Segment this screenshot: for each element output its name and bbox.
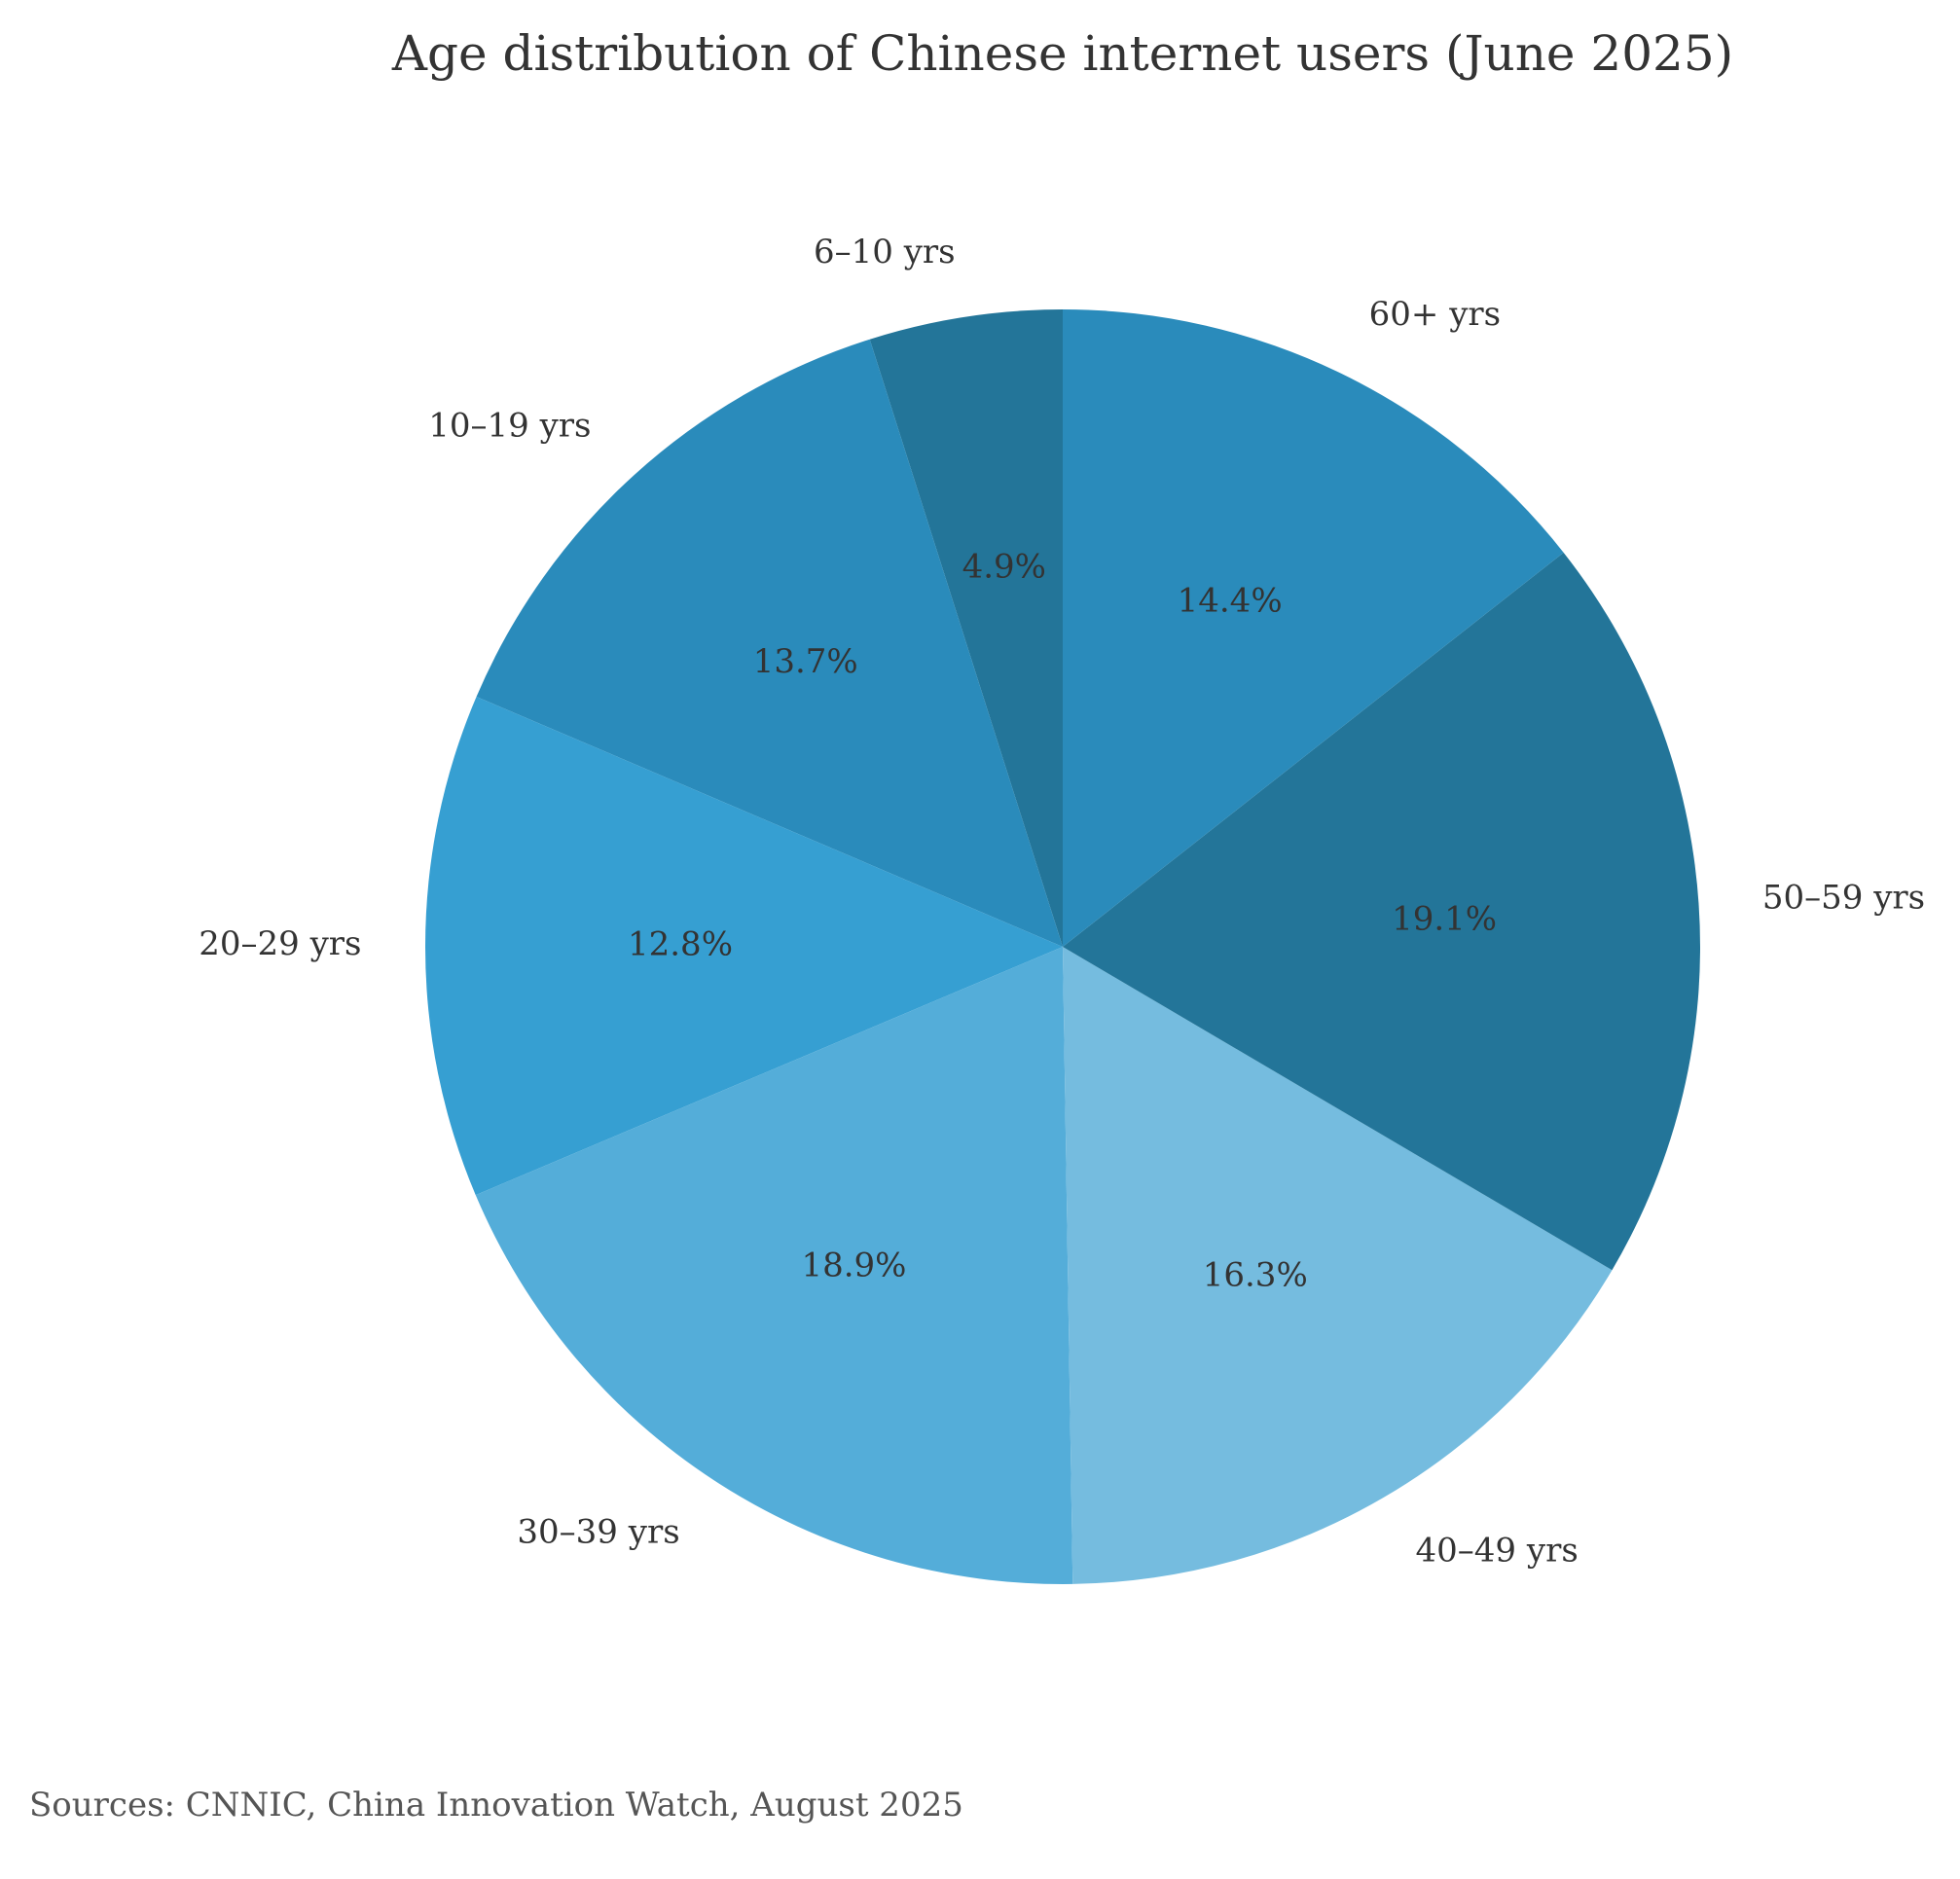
slice-label-6-10-yrs: 6–10 yrs [814,233,956,271]
slice-label-60plus-yrs: 60+ yrs [1369,295,1501,334]
slice-label-10-19-yrs: 10–19 yrs [428,407,591,446]
pct-label-30-39-yrs: 18.9% [801,1246,906,1284]
slice-label-40-49-yrs: 40–49 yrs [1416,1532,1579,1571]
pct-label-10-19-yrs: 13.7% [753,642,858,681]
pie-slice-20-29-yrs [425,696,1063,1196]
pie-labels: 6–10 yrs 4.9% 10–19 yrs 13.7% 20–29 yrs 12.8%… [199,233,1925,1571]
pie-slice-50-59-yrs [1063,552,1700,1271]
slice-label-30-39-yrs: 30–39 yrs [517,1513,679,1552]
pie-slice-60plus-yrs [1063,309,1564,947]
pie-slice-40-49-yrs [1063,947,1613,1584]
chart-title: Age distribution of Chinese internet use… [391,25,1733,82]
pie-slice-6-10-yrs [869,309,1063,947]
slice-label-20-29-yrs: 20–29 yrs [199,924,361,963]
pct-label-50-59-yrs: 19.1% [1392,900,1497,939]
pie-slice-10-19-yrs [476,339,1063,947]
pie-slice-30-39-yrs [475,947,1073,1584]
pct-label-20-29-yrs: 12.8% [628,924,733,963]
source-note: Sources: CNNIC, China Innovation Watch, … [29,1786,963,1825]
slice-label-50-59-yrs: 50–59 yrs [1762,878,1925,917]
pct-label-60plus-yrs: 14.4% [1178,581,1283,620]
pct-label-40-49-yrs: 16.3% [1203,1256,1308,1295]
pie-slices [425,309,1700,1584]
pct-label-6-10-yrs: 4.9% [962,548,1046,587]
